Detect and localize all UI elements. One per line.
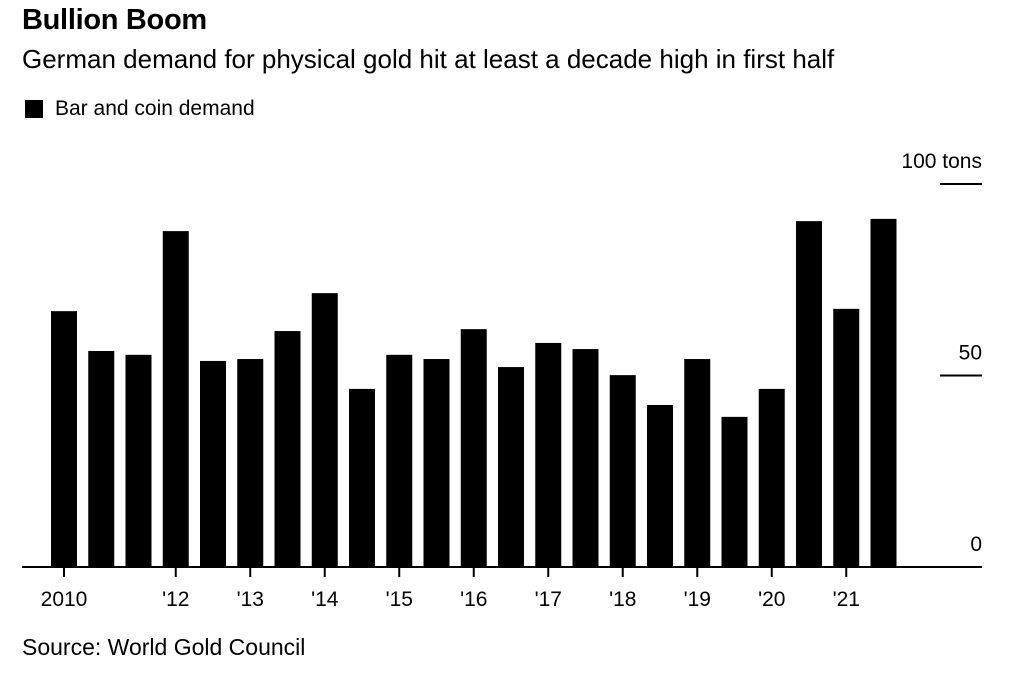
bar [460,329,487,567]
x-tick-label: '16 [460,588,487,611]
x-tick-label: 2010 [41,588,88,611]
x-tick-label: '20 [758,588,785,611]
chart-subtitle: German demand for physical gold hit at l… [22,44,835,74]
legend-label: Bar and coin demand [55,97,255,120]
bar [162,231,189,567]
x-tick-label: '13 [237,588,264,611]
y-tick-label: 50 [959,342,982,365]
x-tick-label: '14 [311,588,339,611]
bar [684,359,711,567]
legend: Bar and coin demand [25,97,255,121]
x-tick-label: '17 [535,588,562,611]
bar [535,342,562,567]
bar [796,221,822,567]
x-tick-label: '12 [162,588,189,611]
bar [572,349,599,567]
bar [200,360,226,567]
bar [125,354,152,567]
bar [721,416,748,567]
bar [758,388,785,567]
bar [833,308,860,567]
bar [423,359,450,567]
x-tick-label: '18 [609,588,636,611]
bar [498,367,524,567]
bar [274,331,301,567]
x-tick-label: '21 [833,588,860,611]
bar [88,350,115,567]
bar [609,375,636,567]
bar [349,388,375,567]
bar [870,218,897,567]
source-note: Source: World Gold Council [22,634,306,660]
y-tick-label: 0 [970,533,982,556]
bar [311,293,338,567]
legend-swatch [25,100,43,118]
x-tick-label: '15 [386,588,413,611]
x-tick-label: '19 [684,588,711,611]
chart-title: Bullion Boom [22,4,207,36]
y-tick-label: 100 tons [901,150,982,173]
bar [647,404,673,567]
bar [51,311,77,567]
bar [237,359,264,567]
bar [386,354,413,567]
